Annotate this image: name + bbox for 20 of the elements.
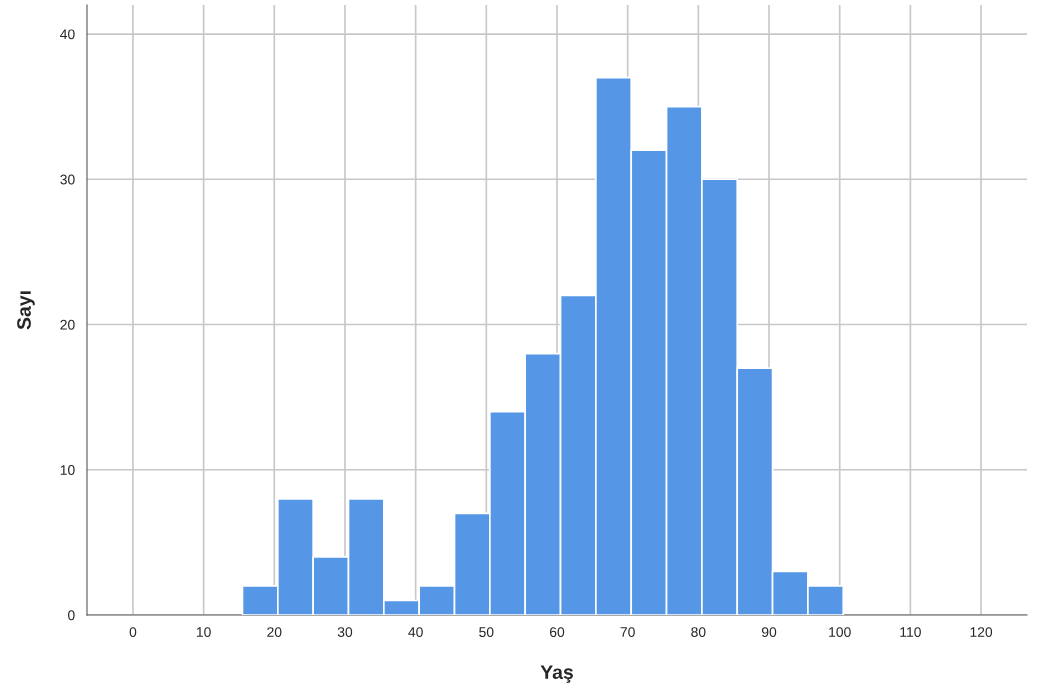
y-tick-label: 0 (68, 610, 75, 621)
x-tick-label: 70 (620, 627, 635, 638)
x-tick-label: 100 (829, 627, 851, 638)
x-tick-label: 110 (900, 627, 921, 638)
x-tick-label: 90 (761, 627, 777, 638)
x-tick-label: 120 (970, 627, 993, 638)
x-tick-label: 50 (479, 627, 494, 638)
y-axis-title: Sayı (17, 291, 35, 330)
x-axis-title: Yaş (540, 665, 573, 683)
x-tick-label: 40 (408, 627, 423, 638)
y-tick-label: 40 (60, 29, 75, 40)
x-tick-label: 30 (337, 627, 353, 638)
x-tick-label: 10 (196, 627, 211, 638)
y-tick-label: 20 (60, 319, 75, 330)
x-tick-label: 80 (691, 627, 706, 638)
x-tick-label: 0 (129, 627, 137, 638)
x-tick-label: 60 (549, 627, 565, 638)
y-tick-label: 10 (60, 465, 75, 475)
x-tick-label: 20 (267, 627, 282, 638)
y-tick-label: 30 (60, 174, 75, 185)
